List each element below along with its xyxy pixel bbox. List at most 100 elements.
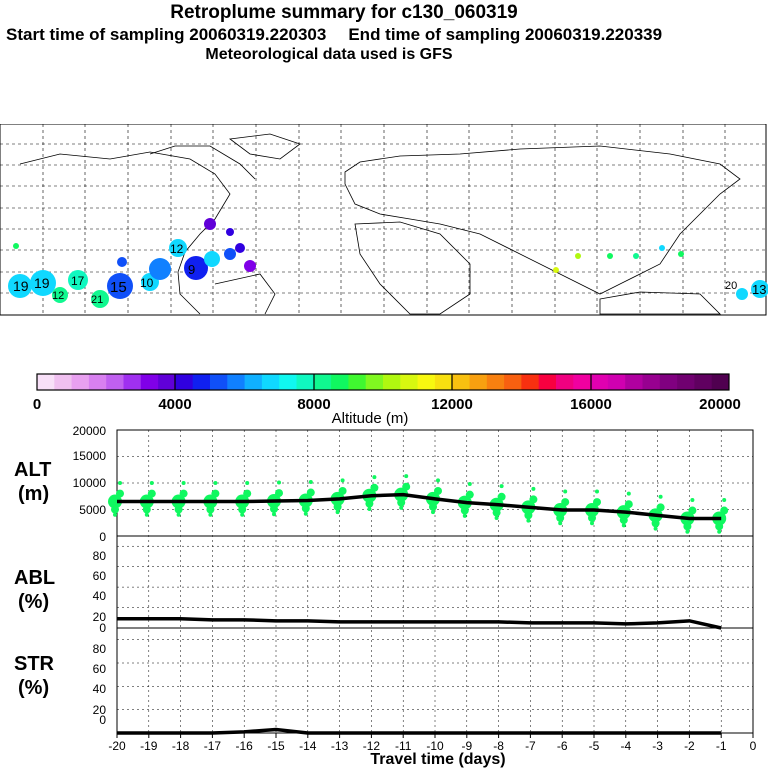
colorbar-cell — [573, 374, 592, 390]
time-series-panels: ALT (m) ABL (%) STR (%) 20000 15000 1000… — [14, 424, 757, 768]
alt-point — [149, 481, 154, 485]
abl-ytick: 20 — [93, 610, 107, 624]
alt-point — [213, 481, 218, 485]
x-tick-label: -9 — [461, 739, 472, 753]
alt-point — [497, 492, 506, 501]
page-title: Retroplume summary for c130_060319 — [170, 2, 518, 23]
alt-point — [208, 512, 213, 517]
x-tick-label: -5 — [589, 739, 600, 753]
alt-point — [306, 488, 315, 497]
map-label: 21 — [91, 294, 103, 306]
alt-point — [619, 516, 628, 525]
colorbar-cell — [469, 374, 488, 390]
x-tick-label: -19 — [140, 739, 158, 753]
alt-point — [301, 504, 310, 513]
x-tick-label: -12 — [363, 739, 381, 753]
alt-point — [492, 508, 501, 517]
x-tick-label: -17 — [204, 739, 222, 753]
colorbar-cell — [625, 374, 643, 390]
alt-ytick: 15000 — [73, 449, 107, 463]
colorbar-cell — [400, 374, 419, 390]
alt-point — [243, 489, 252, 498]
x-tick-label: 0 — [750, 739, 757, 753]
alt-point — [399, 505, 404, 510]
colorbar-cell — [227, 374, 246, 390]
alt-point — [211, 489, 220, 498]
altitude-colorbar: 0 4000 8000 12000 16000 20000 Altitude (… — [33, 373, 741, 427]
colorbar-cell — [590, 374, 609, 390]
colorbar-tick: 20000 — [699, 396, 741, 413]
alt-point — [338, 486, 347, 495]
colorbar-cell — [486, 374, 505, 390]
colorbar-tick: 8000 — [297, 396, 330, 413]
alt-ytick: 5000 — [79, 503, 106, 517]
str-ytick: 80 — [93, 642, 107, 656]
alt-point — [308, 479, 313, 484]
alt-point — [335, 510, 340, 515]
map-label: 19 — [13, 278, 29, 294]
alt-point — [563, 489, 568, 494]
alt-point — [402, 482, 411, 491]
colorbar-tick: 16000 — [570, 396, 612, 413]
str-label: STR — [14, 653, 55, 675]
colorbar-cell — [106, 374, 124, 390]
colorbar-cell — [313, 374, 332, 390]
colorbar-cell — [279, 374, 297, 390]
abl-ytick: 80 — [93, 549, 107, 563]
start-time: Start time of sampling 20060319.220303 — [6, 25, 327, 44]
colorbar-cell — [642, 374, 661, 390]
alt-point — [275, 489, 283, 498]
x-tick-label: -6 — [557, 739, 568, 753]
colorbar-cell — [504, 374, 522, 390]
series-line-0 — [117, 492, 722, 521]
colorbar-cells — [37, 374, 730, 390]
map-label: 15 — [110, 279, 127, 296]
alt-point — [722, 497, 727, 502]
alt-point — [370, 483, 379, 492]
x-tick-label: -16 — [236, 739, 254, 753]
alt-point — [144, 512, 149, 517]
alt-label: ALT — [14, 459, 51, 481]
colorbar-tick: 12000 — [431, 396, 473, 413]
str-ytick: 60 — [93, 662, 107, 676]
alt-point — [431, 510, 435, 515]
alt-unit: (m) — [18, 483, 49, 505]
alt-point — [588, 513, 596, 522]
alt-point — [240, 512, 245, 517]
alt-point — [690, 497, 695, 502]
colorbar-cell — [54, 374, 73, 390]
alt-point — [245, 481, 250, 485]
alt-point — [593, 498, 601, 507]
alt-point — [174, 505, 183, 514]
x-tick-label: -3 — [652, 739, 663, 753]
alt-point — [465, 490, 474, 499]
map-label: 20 — [725, 280, 737, 292]
map-label: 13 — [752, 282, 766, 297]
alt-point — [524, 511, 533, 520]
colorbar-cell — [417, 374, 436, 390]
map-label: 12 — [170, 242, 184, 256]
colorbar-cell — [37, 374, 55, 390]
alt-ytick: 10000 — [73, 476, 107, 490]
colorbar-cell — [296, 374, 315, 390]
colorbar-cell — [192, 374, 211, 390]
sampling-times: Start time of sampling 20060319.220303 En… — [6, 25, 662, 45]
colorbar-cell — [521, 374, 540, 390]
colorbar-cell — [348, 374, 367, 390]
colorbar-tick: 0 — [33, 396, 41, 413]
alt-point — [656, 503, 665, 512]
colorbar-cell — [71, 374, 90, 390]
x-tick-label: -7 — [525, 739, 536, 753]
colorbar-cell — [140, 374, 159, 390]
map-label: 10 — [140, 276, 154, 290]
x-tick-label: -8 — [493, 739, 504, 753]
colorbar-cell — [365, 374, 384, 390]
alt-point — [531, 486, 536, 491]
alt-point — [595, 489, 599, 494]
colorbar-cell — [244, 374, 263, 390]
alt-point — [558, 521, 563, 526]
alt-point — [499, 484, 504, 489]
alt-point — [590, 521, 594, 526]
alt-point — [206, 505, 215, 514]
alt-point — [715, 522, 724, 531]
